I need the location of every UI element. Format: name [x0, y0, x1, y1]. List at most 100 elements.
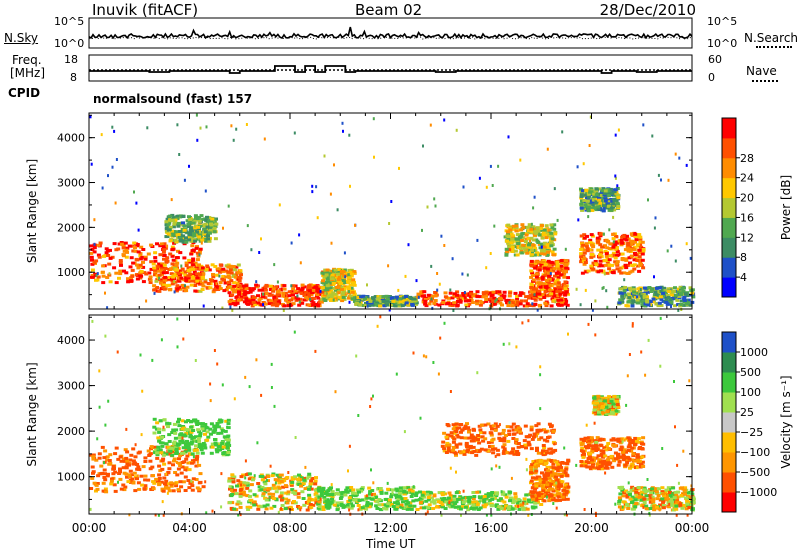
data-cell: [366, 304, 369, 308]
data-cell: [90, 268, 95, 272]
data-cell: [167, 440, 172, 443]
data-cell: [178, 153, 181, 156]
data-cell: [564, 467, 569, 471]
data-cell: [333, 163, 335, 167]
data-cell: [286, 498, 291, 502]
data-cell: [205, 286, 210, 290]
data-cell: [634, 238, 639, 242]
data-cell: [348, 300, 351, 304]
data-cell: [162, 263, 167, 267]
data-cell: [350, 280, 355, 284]
data-cell: [194, 420, 199, 424]
data-cell: [360, 498, 365, 502]
data-cell: [635, 243, 640, 247]
data-cell: [540, 471, 544, 475]
data-cell: [298, 233, 301, 237]
data-cell: [325, 287, 330, 291]
data-cell: [164, 226, 169, 230]
data-cell: [176, 233, 181, 236]
data-cell: [104, 291, 106, 295]
data-cell: [171, 489, 176, 493]
data-cell: [396, 301, 401, 305]
data-cell: [552, 267, 557, 271]
data-cell: [263, 285, 268, 289]
data-cell: [524, 299, 528, 303]
data-cell: [306, 499, 311, 503]
data-cell: [262, 292, 265, 296]
data-cell: [386, 487, 391, 491]
data-cell: [108, 272, 111, 276]
data-cell: [556, 271, 561, 275]
data-cell: [597, 203, 602, 207]
data-cell: [176, 443, 181, 447]
data-cell: [583, 261, 588, 264]
data-cell: [178, 251, 183, 255]
data-cell: [308, 503, 313, 506]
data-cell: [284, 497, 289, 501]
data-cell: [432, 501, 437, 505]
data-cell: [208, 427, 213, 431]
data-cell: [317, 505, 322, 509]
data-cell: [162, 287, 167, 291]
data-cell: [324, 273, 329, 277]
data-cell: [250, 304, 255, 308]
data-cell: [638, 235, 643, 239]
data-cell: [173, 280, 176, 283]
data-cell: [330, 490, 335, 494]
data-cell: [637, 248, 642, 252]
data-cell: [317, 292, 322, 296]
data-cell: [291, 287, 296, 291]
data-cell: [319, 300, 324, 304]
nsky-tick-top: 10^5: [54, 15, 85, 28]
data-cell: [183, 475, 188, 479]
data-cell: [557, 483, 562, 487]
data-cell: [531, 238, 536, 242]
data-cell: [347, 290, 352, 294]
data-cell: [506, 235, 511, 238]
data-cell: [199, 268, 204, 271]
freq-tick-bottom: 8: [70, 71, 77, 84]
data-cell: [228, 487, 232, 491]
data-cell: [387, 498, 392, 502]
data-cell: [683, 292, 688, 296]
data-cell: [257, 485, 262, 489]
data-cell: [320, 290, 325, 294]
data-cell: [529, 282, 534, 286]
data-cell: [396, 498, 401, 502]
data-cell: [500, 303, 504, 307]
data-cell: [206, 282, 211, 285]
data-cell: [160, 435, 165, 439]
data-cell: [377, 498, 382, 501]
data-cell: [128, 458, 133, 462]
data-cell: [612, 208, 617, 212]
data-cell: [146, 126, 149, 130]
data-cell: [152, 431, 157, 435]
data-cell: [622, 271, 627, 275]
data-cell: [331, 291, 335, 295]
data-cell: [450, 296, 455, 300]
data-cell: [276, 289, 281, 293]
data-cell: [531, 225, 536, 229]
data-cell: [189, 425, 194, 429]
data-cell: [311, 503, 316, 507]
data-cell: [523, 240, 528, 243]
data-cell: [557, 300, 562, 304]
data-cell: [581, 254, 586, 258]
data-cell: [121, 253, 126, 257]
data-cell: [440, 503, 445, 507]
data-cell: [354, 223, 356, 227]
data-cell: [582, 262, 587, 266]
data-cell: [138, 276, 143, 280]
data-cell: [602, 286, 605, 290]
data-cell: [481, 292, 486, 296]
data-cell: [590, 243, 594, 247]
data-cell: [554, 460, 559, 464]
data-cell: [178, 480, 183, 484]
data-cell: [348, 498, 353, 502]
data-cell: [387, 504, 392, 508]
data-cell: [291, 284, 296, 288]
data-cell: [155, 453, 160, 457]
data-cell: [580, 199, 584, 203]
data-cell: [549, 481, 554, 485]
data-cell: [433, 294, 438, 298]
